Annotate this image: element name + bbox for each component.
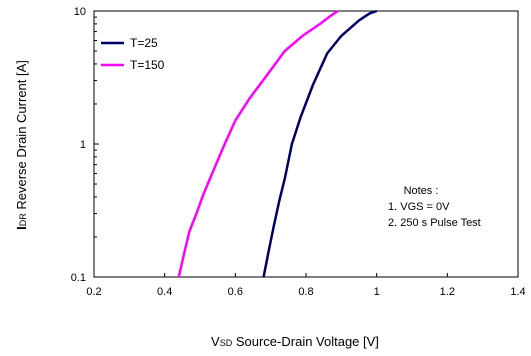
notes-line-1: 1. VGS = 0V (388, 201, 450, 213)
x-axis-title-text: Source-Drain Voltage [V] (232, 334, 379, 349)
legend-label: T=25 (130, 36, 158, 50)
x-tick-label: 1 (374, 286, 380, 298)
legend-label: T=150 (130, 58, 165, 72)
plot-area (93, 10, 519, 278)
x-axis-title: VSD Source-Drain Voltage [V] (211, 334, 379, 349)
x-tick-label: 1.2 (440, 286, 455, 298)
x-tick-label: 0.6 (228, 286, 243, 298)
notes-line-2: 2. 250 s Pulse Test (388, 217, 481, 229)
notes-title: Notes : (404, 185, 439, 197)
x-axis-ticks: 0.2 0.4 0.6 0.8 1 1.2 1.4 (86, 273, 526, 298)
x-tick-label: 0.2 (86, 286, 101, 298)
x-axis-title-subscript: SD (220, 338, 233, 348)
y-tick-label: 1 (80, 139, 86, 151)
notes-annotation: Notes : 1. VGS = 0V 2. 250 s Pulse Test (388, 185, 481, 229)
y-axis-ticks: 0.1 1 10 (71, 6, 99, 284)
y-axis-title-text: Reverse Drain Current [A] (14, 60, 29, 213)
series-line-t150 (177, 9, 339, 278)
legend: T=25 T=150 (101, 36, 165, 72)
x-tick-label: 1.4 (510, 286, 525, 298)
x-tick-label: 0.4 (157, 286, 172, 298)
x-tick-label: 0.8 (298, 286, 313, 298)
y-axis-title-symbol: I (14, 226, 29, 230)
y-axis-title-subscript: DR (18, 213, 28, 226)
x-axis-title-symbol: V (211, 334, 220, 349)
series-layer (177, 9, 378, 278)
y-axis-title: IDR Reverse Drain Current [A] (14, 60, 29, 230)
series-line-t25 (262, 9, 378, 278)
y-tick-label: 0.1 (71, 272, 86, 284)
y-tick-label: 10 (74, 6, 86, 18)
